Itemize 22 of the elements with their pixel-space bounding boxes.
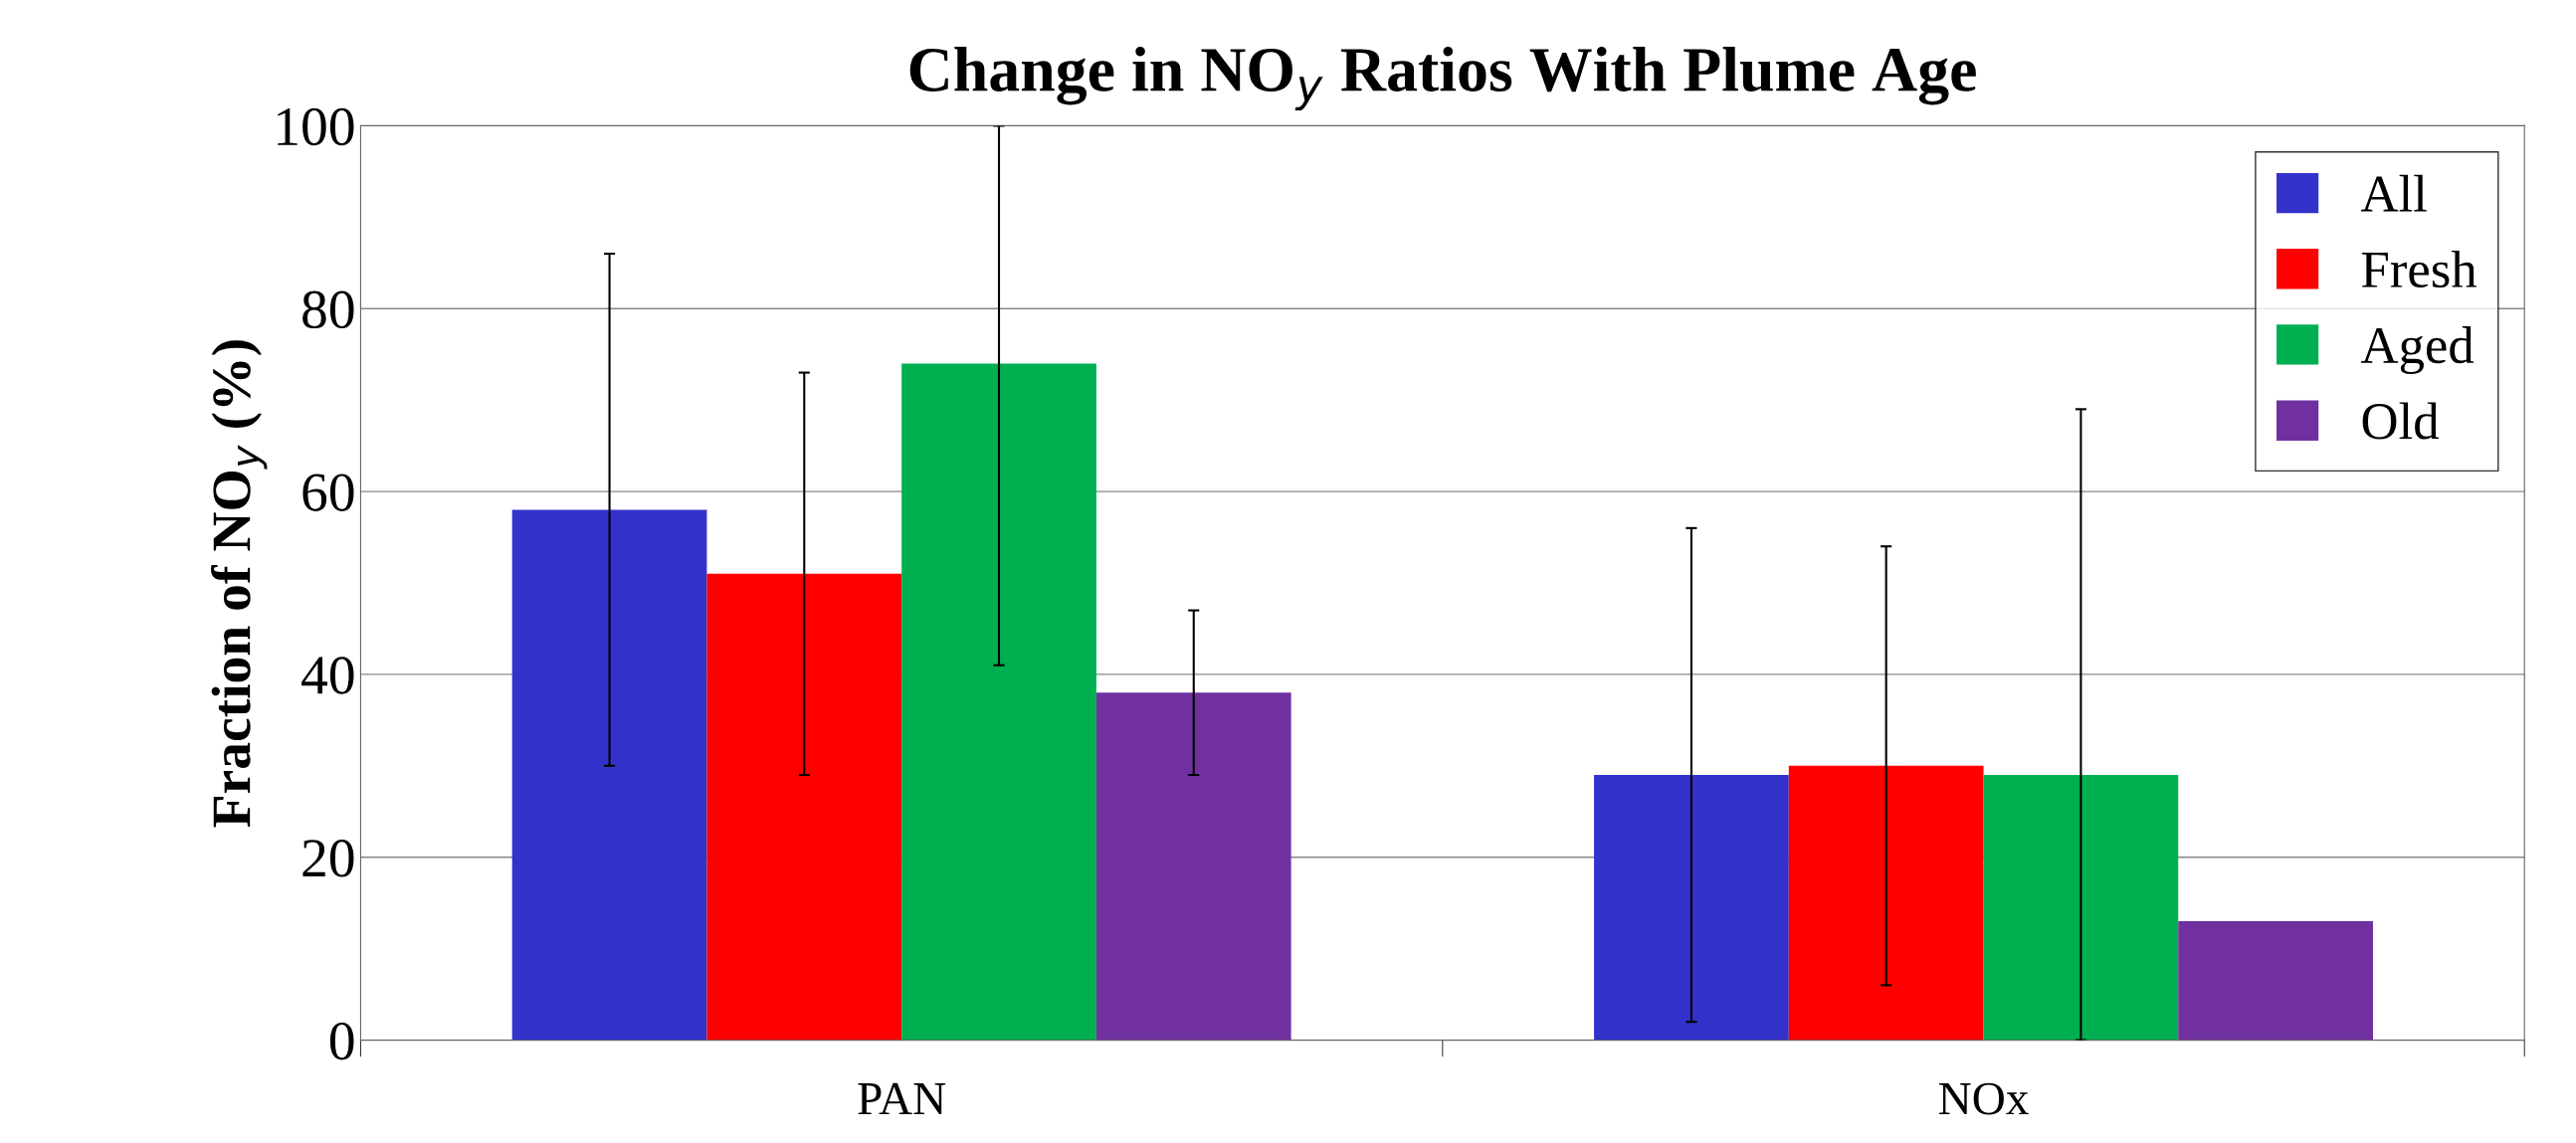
bar [511, 509, 707, 1041]
y-tick-label: 60 [302, 474, 354, 511]
legend-label: Aged [2360, 326, 2475, 375]
bar [1788, 765, 1984, 1041]
bar [1983, 775, 2179, 1041]
bar [2178, 921, 2373, 1041]
legend-label: Fresh [2361, 250, 2477, 288]
y-tick-label: 0 [329, 1022, 354, 1060]
y-tick-label: 80 [302, 290, 354, 329]
y-tick-label: 100 [278, 107, 354, 146]
bar [901, 363, 1096, 1041]
y-axis-title: Fraction of NO$_{y}$ (%) [211, 340, 268, 828]
legend-label: Old [2362, 402, 2439, 440]
legend-label: All [2360, 174, 2427, 212]
y-tick-label: 20 [302, 840, 354, 877]
bar [1095, 692, 1291, 1041]
bar [1594, 775, 1789, 1041]
x-tick-label: PAN [858, 1082, 946, 1115]
x-tick-label: NOx [1938, 1082, 2029, 1115]
bar [706, 573, 902, 1041]
y-tick-label: 40 [301, 657, 354, 694]
chart-title: Change in NO$_{y}$ Ratios With Plume Age [909, 46, 1976, 111]
